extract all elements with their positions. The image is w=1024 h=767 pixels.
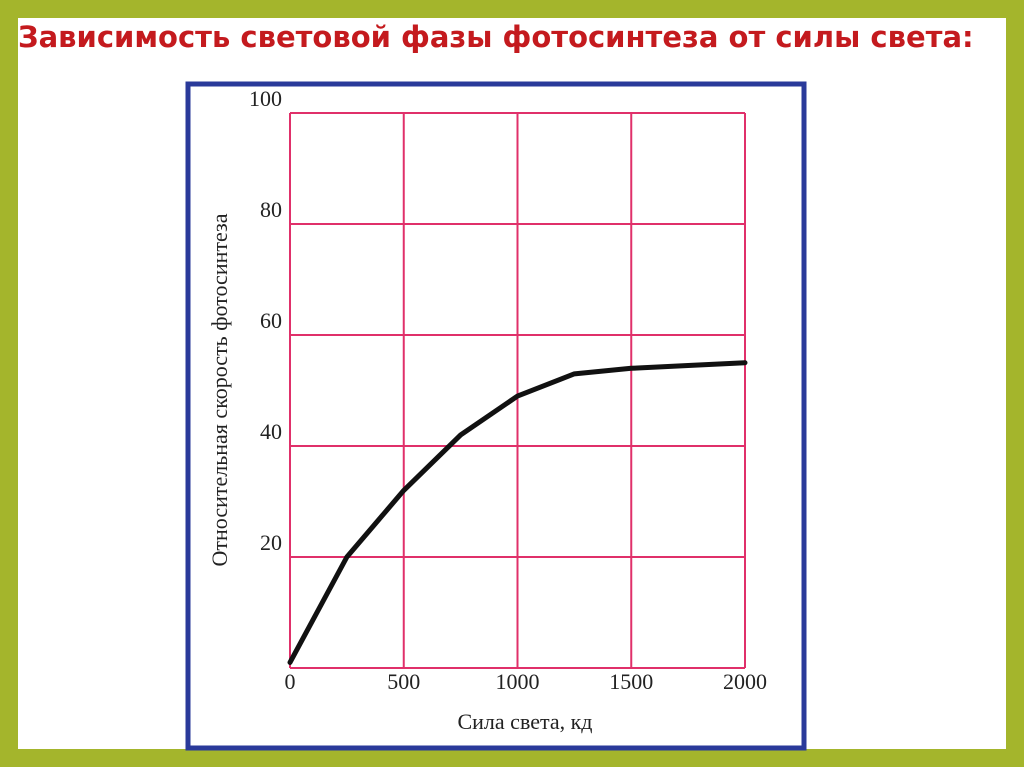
slide-title: Зависимость световой фазы фотосинтеза от… [18, 20, 974, 54]
x-tick-label: 0 [285, 669, 296, 694]
x-tick-label: 500 [387, 669, 420, 694]
y-tick-label: 40 [260, 419, 282, 444]
chart-frame [185, 81, 807, 751]
x-tick-label: 1500 [609, 669, 653, 694]
x-axis-label: Сила света, кд [457, 709, 592, 734]
y-tick-label: 100 [249, 86, 282, 111]
x-tick-label: 1000 [496, 669, 540, 694]
x-tick-label: 2000 [723, 669, 767, 694]
y-tick-label: 20 [260, 530, 282, 555]
y-axis-label: Относительная скорость фотосинтеза [207, 213, 232, 566]
y-tick-label: 80 [260, 197, 282, 222]
data-line [287, 360, 748, 665]
y-tick-label: 60 [260, 308, 282, 333]
